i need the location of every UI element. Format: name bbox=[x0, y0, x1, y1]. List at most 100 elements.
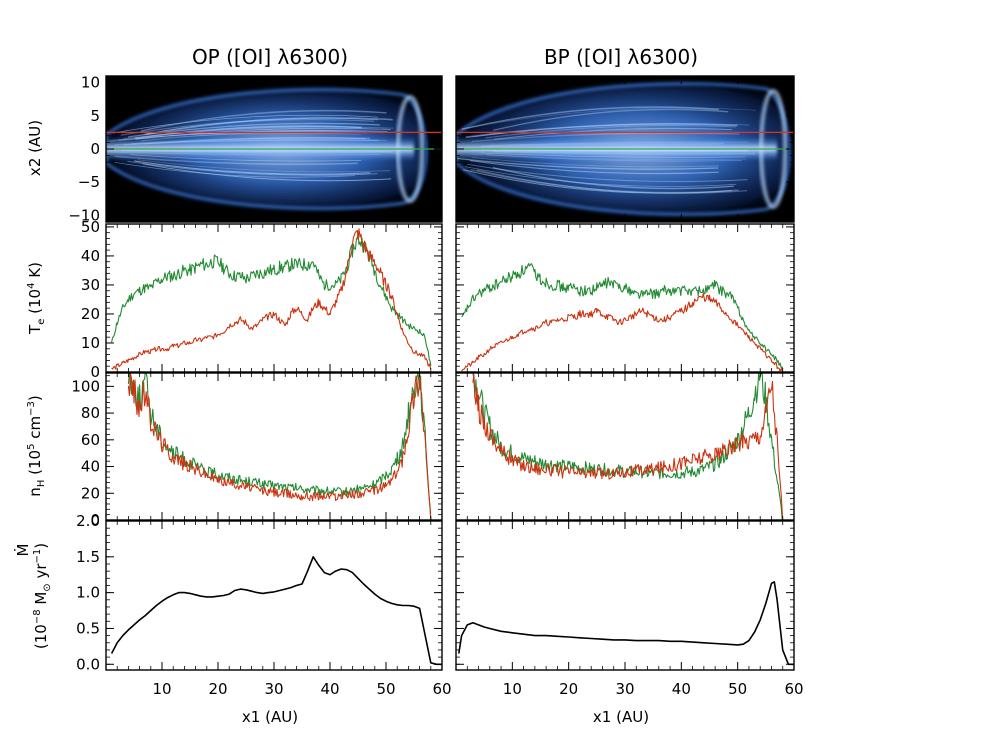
image-ylabel: x2 (AU) bbox=[26, 120, 44, 176]
y-tick-label: 1.5 bbox=[76, 548, 100, 566]
map-filament bbox=[145, 117, 393, 136]
map-filament bbox=[463, 169, 732, 194]
y-tick-label: 30 bbox=[81, 276, 100, 294]
plot-area bbox=[472, 373, 784, 520]
x-axis-label-op: x1 (AU) bbox=[242, 708, 298, 726]
panel-grid: −10−50510010203040500204060801000.00.51.… bbox=[68, 74, 803, 698]
y-tick-label: 100 bbox=[71, 377, 100, 395]
map-filament bbox=[134, 125, 362, 140]
map-filament bbox=[142, 163, 392, 182]
map-filament bbox=[114, 161, 356, 178]
map-filament bbox=[493, 108, 729, 132]
map-filament bbox=[133, 160, 371, 175]
black-series-line bbox=[458, 581, 794, 666]
map-filament bbox=[140, 109, 387, 132]
map-filament bbox=[137, 159, 391, 173]
map-filament bbox=[135, 127, 391, 140]
x-tick-label: 10 bbox=[503, 680, 522, 698]
y-tick-label: 10 bbox=[81, 74, 100, 92]
plot-area bbox=[461, 263, 784, 372]
x-tick-label: 20 bbox=[208, 680, 227, 698]
temperature-ylabel: Te (104 K) bbox=[26, 262, 47, 335]
map-filament bbox=[143, 117, 379, 135]
x-tick-label: 30 bbox=[264, 680, 283, 698]
plot-area bbox=[458, 581, 794, 666]
bow-shock-edge bbox=[106, 88, 428, 210]
map-filament bbox=[476, 169, 748, 194]
x-tick-label: 40 bbox=[320, 680, 339, 698]
column-title-op: OP ([OI] λ6300) bbox=[192, 45, 348, 69]
green-series-line bbox=[461, 263, 784, 370]
x-tick-label: 40 bbox=[672, 680, 691, 698]
green-series-line bbox=[472, 373, 783, 520]
panel-frame bbox=[455, 520, 795, 671]
row-density-ylabel: nH (105 cm−3) bbox=[26, 395, 47, 496]
y-tick-label: 0 bbox=[90, 363, 100, 381]
map-filament bbox=[467, 163, 748, 183]
x-tick-label: 20 bbox=[559, 680, 578, 698]
plot-area bbox=[110, 556, 442, 666]
y-tick-label: 0 bbox=[90, 140, 100, 158]
map-filament bbox=[470, 160, 719, 175]
red-series-line bbox=[472, 373, 784, 520]
panel-frame bbox=[455, 223, 795, 373]
green-series-line bbox=[111, 233, 432, 367]
map-filament bbox=[112, 114, 379, 134]
y-tick-label: 5 bbox=[90, 107, 100, 125]
map-filament bbox=[494, 127, 732, 140]
x-tick-label: 10 bbox=[152, 680, 171, 698]
density-ylabel: nH (105 cm−3) bbox=[26, 395, 47, 496]
y-tick-label: 1.0 bbox=[76, 584, 100, 602]
plot-area bbox=[127, 373, 432, 520]
map-filament bbox=[458, 107, 756, 130]
massflux-ylabel-top: Ṁ bbox=[13, 544, 32, 557]
map-filament bbox=[123, 126, 394, 140]
row-temperature-ylabel: Te (104 K) bbox=[26, 262, 47, 335]
y-tick-label: 0.0 bbox=[76, 655, 100, 673]
x-tick-label: 50 bbox=[728, 680, 747, 698]
panel-frame bbox=[105, 372, 443, 521]
red-series-line bbox=[111, 228, 432, 370]
y-tick-label: 10 bbox=[81, 334, 100, 352]
map-filament bbox=[461, 106, 720, 131]
black-series-line bbox=[110, 556, 442, 666]
bp-emission-map bbox=[456, 76, 794, 222]
green-series-line bbox=[127, 373, 432, 520]
map-filament bbox=[485, 124, 736, 139]
x-tick-label: 60 bbox=[432, 680, 451, 698]
map-filament bbox=[470, 168, 739, 194]
y-tick-label: −10 bbox=[68, 206, 100, 224]
column-title-bp: BP ([OI] λ6300) bbox=[544, 45, 698, 69]
map-filament bbox=[457, 157, 719, 170]
y-tick-label: 60 bbox=[81, 431, 100, 449]
y-tick-label: 40 bbox=[81, 458, 100, 476]
row-massflux-ylabel: Ṁ (10−8 M⊙ yr−1) bbox=[13, 543, 53, 649]
y-tick-label: 50 bbox=[81, 218, 100, 236]
map-filament bbox=[120, 118, 375, 136]
map-filament bbox=[492, 166, 734, 190]
y-tick-label: 2.0 bbox=[76, 512, 100, 530]
row-image-ylabel: x2 (AU) bbox=[26, 120, 44, 176]
massflux-ylabel: (10−8 M⊙ yr−1) bbox=[32, 543, 53, 649]
op-emission-map bbox=[106, 76, 442, 222]
red-series-line bbox=[461, 293, 784, 372]
red-series-line bbox=[127, 373, 432, 520]
x-tick-label: 30 bbox=[615, 680, 634, 698]
panel-frame bbox=[105, 520, 443, 671]
plot-area bbox=[111, 228, 432, 370]
y-tick-label: 40 bbox=[81, 247, 100, 265]
y-tick-label: 20 bbox=[81, 305, 100, 323]
x-axis-label-bp: x1 (AU) bbox=[593, 708, 649, 726]
y-tick-label: 20 bbox=[81, 484, 100, 502]
x-tick-label: 60 bbox=[784, 680, 803, 698]
map-filament bbox=[465, 166, 737, 187]
bow-shock-edge bbox=[456, 82, 791, 216]
y-tick-label: 0 bbox=[90, 511, 100, 529]
x-tick-label: 50 bbox=[376, 680, 395, 698]
y-tick-label: 80 bbox=[81, 404, 100, 422]
map-filament bbox=[127, 161, 378, 176]
y-tick-label: 0.5 bbox=[76, 619, 100, 637]
map-filament bbox=[465, 123, 738, 138]
y-tick-label: −5 bbox=[78, 173, 100, 191]
